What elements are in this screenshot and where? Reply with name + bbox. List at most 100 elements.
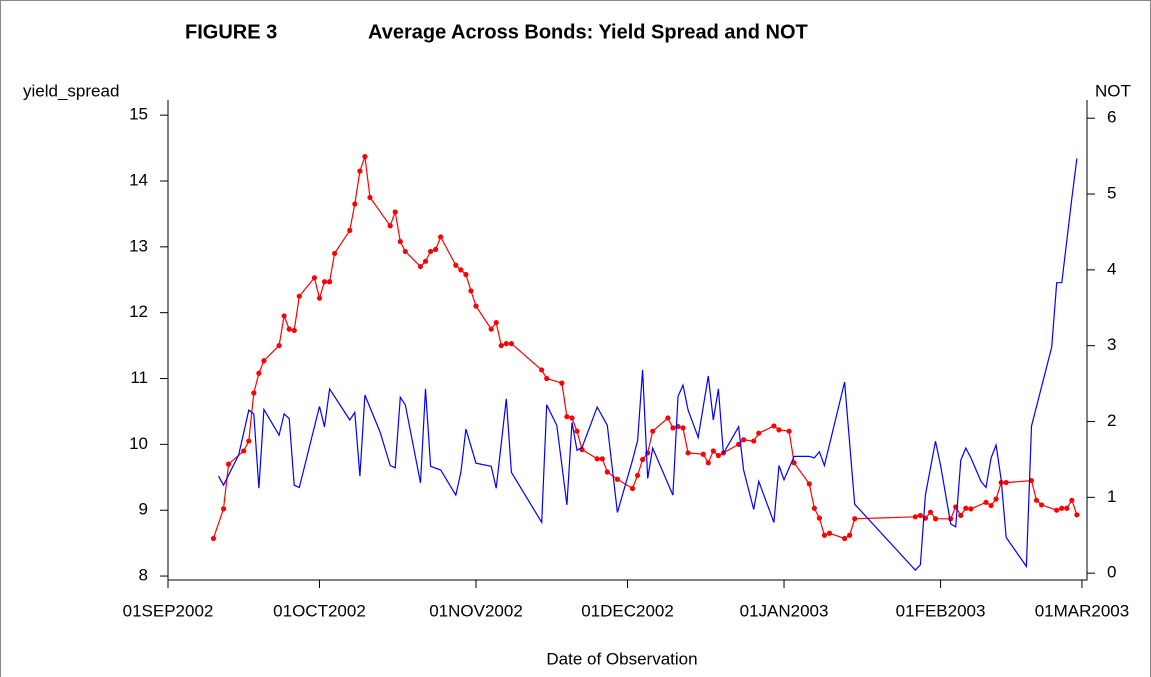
point: [1038, 502, 1045, 508]
point: [680, 425, 686, 431]
y-tick-label: 13: [129, 236, 148, 255]
point: [367, 194, 373, 201]
point: [347, 227, 353, 233]
point: [968, 506, 974, 512]
point: [958, 512, 964, 519]
point: [291, 327, 297, 334]
x-tick-label: 01DEC2002: [581, 601, 674, 620]
point: [771, 423, 777, 429]
series-line: [217, 158, 1078, 571]
point: [493, 319, 499, 326]
point: [1033, 497, 1040, 503]
point: [316, 295, 323, 301]
y2-tick-label: 1: [1107, 487, 1116, 506]
point: [498, 342, 504, 349]
point: [352, 201, 358, 207]
point: [357, 168, 363, 174]
point: [811, 505, 817, 511]
point: [826, 530, 833, 536]
point: [756, 430, 762, 436]
x-tick-label: 01MAR2003: [1035, 601, 1130, 620]
point: [816, 515, 822, 521]
point: [458, 267, 464, 273]
y-axis-label: yield_spread: [23, 81, 119, 100]
point: [599, 456, 605, 462]
point: [427, 248, 434, 255]
y-tick-label: 9: [139, 500, 148, 519]
y-tick-label: 12: [129, 302, 148, 321]
point: [332, 250, 338, 257]
y2-tick-label: 5: [1107, 184, 1116, 203]
point: [296, 293, 302, 299]
point: [710, 448, 716, 454]
point: [806, 481, 812, 487]
point: [821, 532, 828, 538]
y2-tick-label: 2: [1107, 411, 1116, 430]
point: [503, 341, 509, 347]
point: [963, 505, 969, 511]
point: [1059, 505, 1065, 511]
point: [392, 209, 398, 215]
point: [473, 303, 479, 309]
point: [508, 341, 514, 347]
point: [326, 279, 333, 285]
point: [463, 271, 469, 278]
point: [402, 248, 408, 255]
x-tick-label: 01SEP2002: [123, 601, 214, 620]
point: [417, 263, 424, 270]
point: [912, 514, 918, 520]
point: [614, 476, 621, 482]
point: [251, 390, 257, 396]
point: [261, 358, 267, 364]
point: [927, 509, 934, 515]
point: [993, 496, 999, 502]
point: [852, 516, 858, 522]
chart-title: FIGURE 3: [185, 21, 277, 43]
point: [983, 499, 989, 505]
point: [988, 502, 994, 509]
point: [564, 414, 570, 420]
y-tick-label: 8: [139, 566, 148, 585]
point: [468, 288, 474, 294]
point: [705, 460, 711, 466]
point: [569, 415, 575, 421]
point: [791, 460, 797, 466]
point: [665, 415, 671, 421]
point: [321, 279, 328, 285]
point: [1074, 512, 1080, 518]
point: [670, 425, 676, 431]
axes: [167, 100, 1088, 581]
point: [210, 535, 217, 542]
point: [1064, 505, 1070, 511]
x-tick-label: 01NOV2002: [429, 601, 523, 620]
point: [438, 234, 444, 240]
point: [488, 326, 494, 332]
point: [715, 452, 721, 459]
point: [544, 375, 550, 382]
point: [741, 437, 747, 443]
point: [281, 313, 287, 319]
point: [634, 472, 641, 478]
point: [539, 367, 545, 373]
point: [751, 438, 757, 444]
point: [286, 326, 292, 332]
point: [1054, 507, 1060, 513]
y2-axis-label: NOT: [1095, 81, 1131, 100]
point: [640, 456, 646, 463]
point: [604, 469, 610, 475]
y-tick-label: 10: [129, 434, 148, 453]
point: [433, 246, 439, 253]
x-tick-label: 01OCT2002: [273, 601, 366, 620]
point: [241, 448, 247, 454]
point: [1069, 497, 1075, 503]
series-line: [212, 156, 1078, 540]
point: [453, 262, 459, 268]
point: [387, 223, 393, 229]
point: [629, 485, 636, 492]
point: [362, 154, 368, 160]
point: [932, 516, 939, 522]
point: [225, 461, 232, 467]
point: [594, 456, 600, 462]
